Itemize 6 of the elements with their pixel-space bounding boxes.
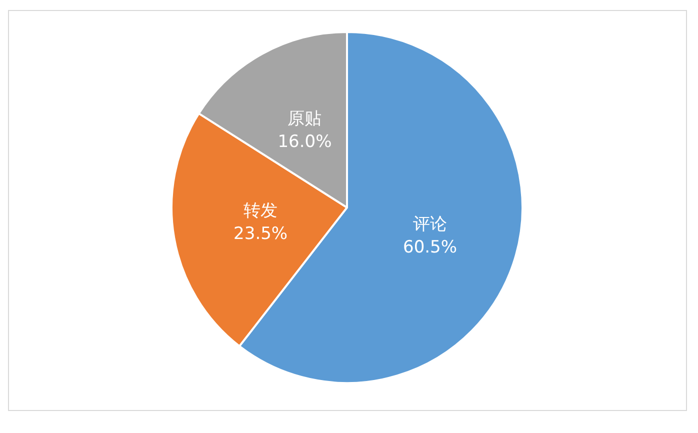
- data-label: 60.5%: [403, 237, 458, 258]
- slice-label: 原贴: [288, 109, 322, 130]
- data-label: 16.0%: [278, 132, 332, 152]
- slice-label: 转发: [244, 201, 278, 222]
- slice-label: 评论: [413, 214, 448, 234]
- data-label: 23.5%: [234, 224, 288, 244]
